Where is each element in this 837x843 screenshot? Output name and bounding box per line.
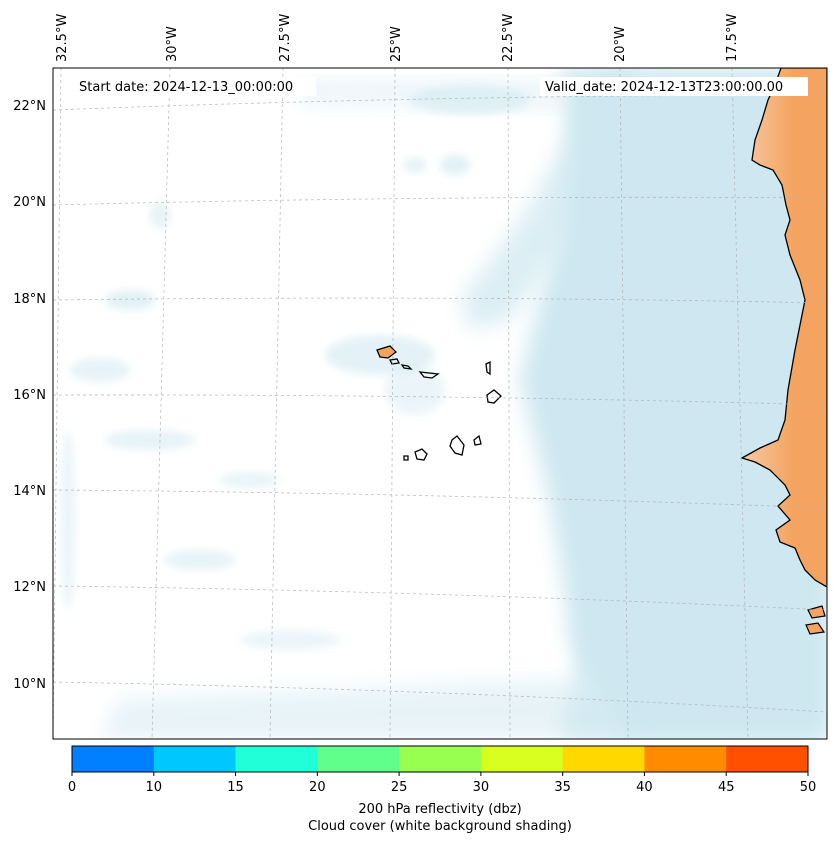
colorbar-tick-label: 10 [146, 780, 163, 795]
colorbar-segment [399, 746, 482, 772]
colorbar-segment [235, 746, 318, 772]
colorbar-tick-label: 20 [309, 780, 326, 795]
colorbar-tick-label: 40 [636, 780, 653, 795]
lat-label-20n: 20°N [13, 195, 46, 210]
island-santa-luzia [400, 364, 413, 370]
island-sao-vicente [389, 358, 400, 365]
colorbar-tick-label: 45 [718, 780, 735, 795]
lon-label-30w: 30°W [165, 26, 180, 62]
island-santiago [449, 435, 465, 456]
lat-label-18n: 18°N [13, 292, 46, 307]
island-sao-nicolau [418, 371, 440, 379]
island-bijagos-1 [807, 605, 826, 619]
lat-label-10n: 10°N [13, 677, 46, 692]
longitude-labels: 32.5°W 30°W 27.5°W 25°W 22.5°W 20°W 17.5… [55, 14, 740, 62]
map-frame [52, 67, 828, 740]
colorbar-tick-label: 50 [800, 780, 817, 795]
colorbar-ticks: 0 10 15 20 25 30 35 40 45 50 [68, 772, 816, 795]
lat-label-14n: 14°N [13, 484, 46, 499]
colorbar-label: 200 hPa reflectivity (dbz) [358, 802, 521, 817]
valid-date-label: Valid_date: 2024-12-13T23:00:00.00 [545, 80, 783, 95]
colorbar-segment [644, 746, 727, 772]
island-fogo [414, 448, 428, 461]
island-bijagos-2 [805, 622, 826, 635]
colorbar-tick-label: 0 [68, 780, 76, 795]
lon-label-25w: 25°W [389, 26, 404, 62]
colorbar-segment [317, 746, 400, 772]
lon-label-22-5w: 22.5°W [501, 14, 516, 62]
island-sal [485, 360, 491, 376]
island-brava [403, 455, 409, 461]
colorbar-tick-label: 15 [227, 780, 244, 795]
start-date-label: Start date: 2024-12-13_00:00:00 [79, 80, 293, 95]
colorbar-segments [72, 746, 809, 772]
colorbar-tick-label: 30 [473, 780, 490, 795]
island-maio [473, 434, 482, 446]
lon-label-32-5w: 32.5°W [55, 14, 70, 62]
colorbar-segment [726, 746, 809, 772]
island-boa-vista [486, 389, 502, 404]
colorbar-tick-label: 35 [554, 780, 571, 795]
island-santo-antao [376, 345, 397, 359]
colorbar-segment [562, 746, 645, 772]
lat-label-12n: 12°N [13, 580, 46, 595]
colorbar-frame [71, 745, 809, 773]
lat-label-22n: 22°N [13, 99, 46, 114]
cloud-cover-shading [60, 68, 827, 739]
map-area: Start date: 2024-12-13_00:00:00 Valid_da… [53, 68, 827, 739]
colorbar-tick-label: 25 [391, 780, 408, 795]
cape-verde-islands [376, 345, 502, 461]
lon-label-20w: 20°W [613, 26, 628, 62]
valid-date-box [540, 77, 808, 96]
lat-label-16n: 16°N [13, 388, 46, 403]
gridlines [53, 68, 827, 739]
colorbar-segment [72, 746, 155, 772]
start-date-box [73, 77, 316, 96]
latitude-labels: 22°N 20°N 18°N 16°N 14°N 12°N 10°N [13, 99, 46, 692]
colorbar-segment [480, 746, 564, 772]
colorbar-segment [153, 746, 237, 772]
colorbar: 0 10 15 20 25 30 35 40 45 50 200 hPa reflectivity… [68, 745, 816, 834]
lon-label-27-5w: 27.5°W [278, 14, 293, 62]
colorbar-sublabel: Cloud cover (white background shading) [308, 819, 572, 834]
lon-label-17-5w: 17.5°W [725, 14, 740, 62]
